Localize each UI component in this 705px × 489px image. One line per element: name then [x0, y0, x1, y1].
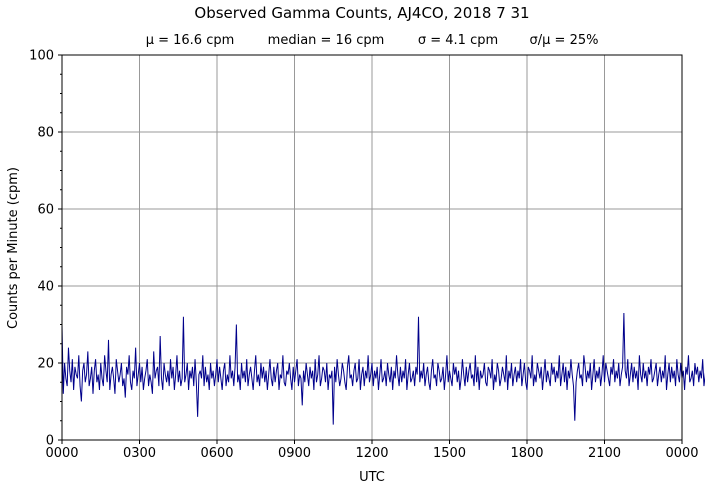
- x-axis-label: UTC: [359, 470, 385, 485]
- stat-ratio: σ/μ = 25%: [530, 33, 599, 48]
- x-tick-label: 0000: [665, 446, 698, 461]
- y-axis: 0 20 40 60 80 100: [29, 49, 62, 449]
- y-tick-label: 40: [37, 280, 54, 295]
- y-tick-label: 20: [37, 357, 54, 372]
- x-tick-label: 0600: [200, 446, 233, 461]
- x-tick-label: 1800: [510, 446, 543, 461]
- series-line: [61, 312, 705, 425]
- chart-title: Observed Gamma Counts, AJ4CO, 2018 7 31: [194, 4, 529, 22]
- y-tick-label: 80: [37, 126, 54, 141]
- grid: [61, 54, 683, 441]
- y-tick-label: 0: [46, 434, 54, 449]
- x-tick-label: 0900: [278, 446, 311, 461]
- stat-median: median = 16 cpm: [268, 33, 385, 48]
- y-axis-label: Counts per Minute (cpm): [6, 167, 21, 329]
- y-tick-label: 60: [37, 203, 54, 218]
- y-tick-label: 100: [29, 49, 54, 64]
- x-tick-label: 1500: [433, 446, 466, 461]
- x-tick-label: 2100: [588, 446, 621, 461]
- x-tick-label: 0300: [123, 446, 156, 461]
- x-tick-label: 1200: [355, 446, 388, 461]
- stat-sigma: σ = 4.1 cpm: [418, 33, 498, 48]
- x-tick-label: 0000: [45, 446, 78, 461]
- stats-subtitle: μ = 16.6 cpm median = 16 cpm σ = 4.1 cpm…: [146, 33, 599, 48]
- stat-mean: μ = 16.6 cpm: [146, 33, 235, 48]
- x-axis: 0000 0300 0600 0900 1200 1500 1800 2100 0000: [45, 440, 699, 461]
